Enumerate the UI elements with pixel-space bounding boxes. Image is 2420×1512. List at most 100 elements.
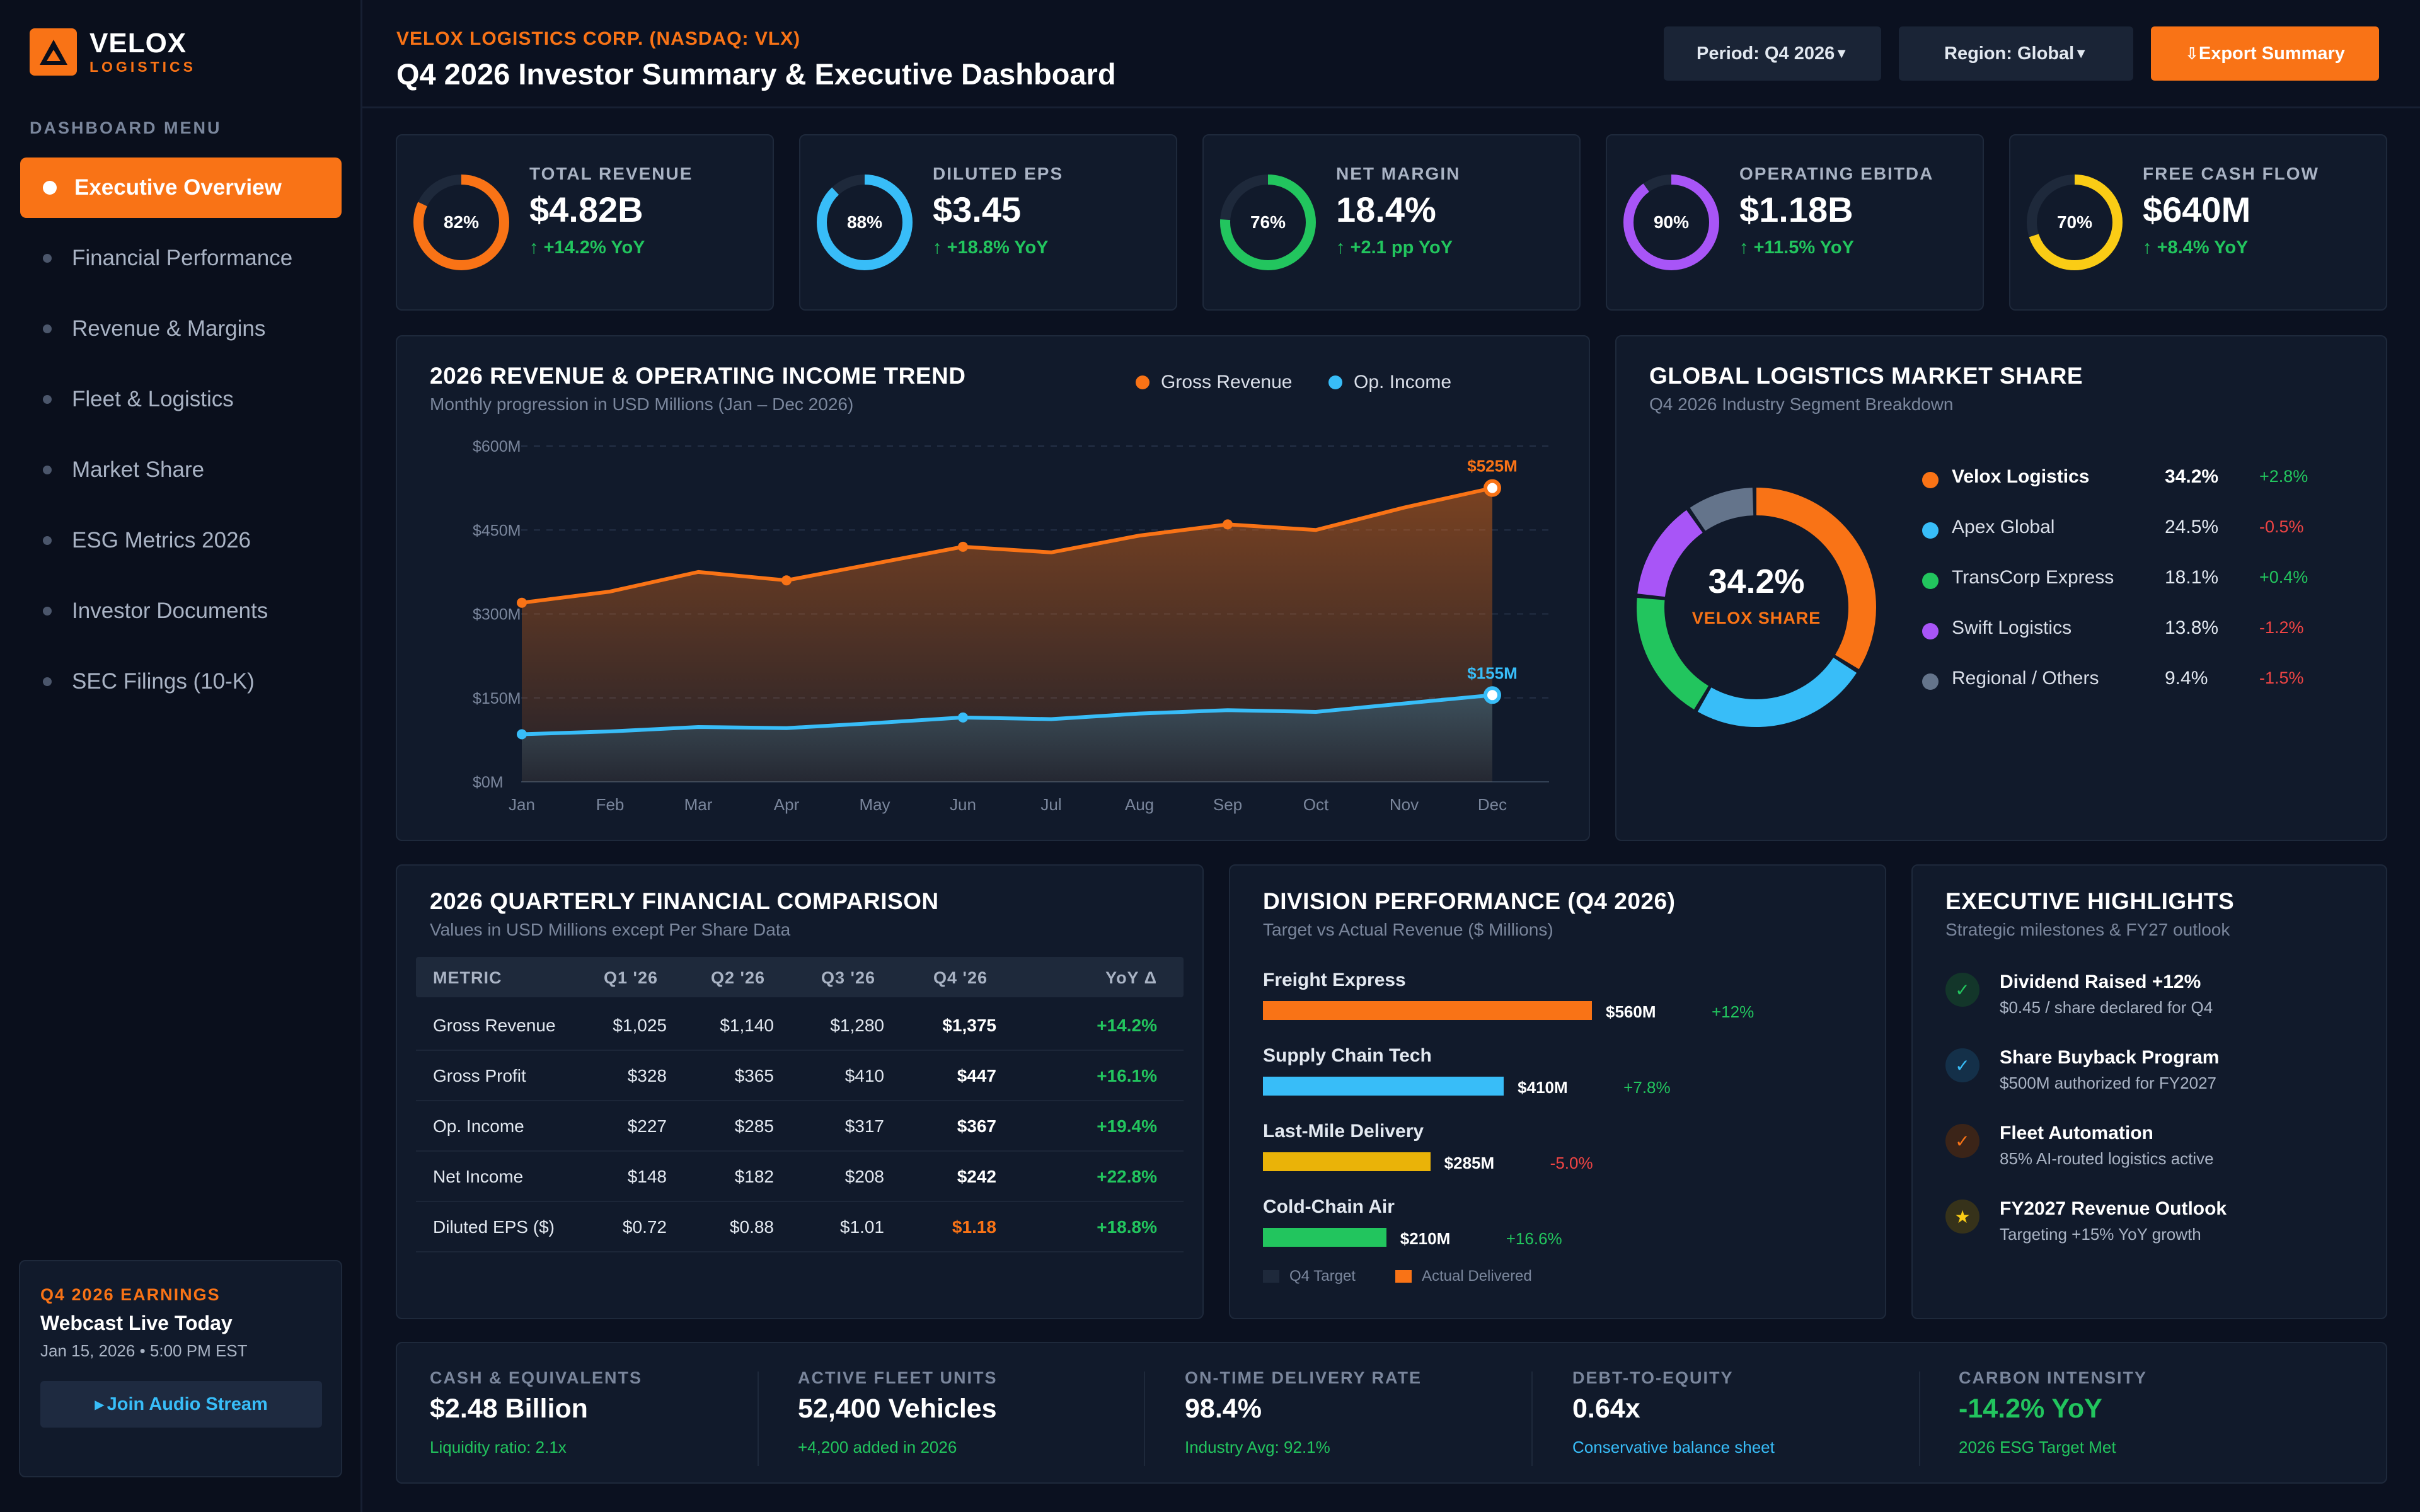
progress-ring bbox=[1220, 175, 1316, 270]
data-point[interactable] bbox=[517, 729, 527, 740]
region-select[interactable]: Region: Global ▼ bbox=[1899, 26, 2133, 81]
dot-icon bbox=[43, 181, 57, 195]
market-change: -0.5% bbox=[2259, 517, 2304, 536]
earnings-tag: Q4 2026 EARNINGS bbox=[40, 1285, 221, 1304]
column-header[interactable]: YoY Δ bbox=[1105, 968, 1157, 987]
value-cell: $317 bbox=[844, 1116, 884, 1136]
sidebar-item-esg-metrics[interactable]: ESG Metrics 2026 bbox=[20, 510, 342, 571]
legend-gross-revenue[interactable]: Gross Revenue bbox=[1136, 372, 1292, 393]
value-cell: $285 bbox=[734, 1116, 774, 1136]
column-header[interactable]: METRIC bbox=[433, 968, 502, 987]
sidebar-item-sec-filings[interactable]: SEC Filings (10-K) bbox=[20, 651, 342, 712]
brand[interactable]: VELOX LOGISTICS bbox=[30, 28, 196, 76]
market-share-value: 24.5% bbox=[2165, 517, 2219, 537]
division-bar[interactable] bbox=[1263, 1077, 1504, 1096]
legend-actual-delivered[interactable]: Actual Delivered bbox=[1395, 1268, 1532, 1285]
division-name: Last-Mile Delivery bbox=[1263, 1121, 1424, 1142]
legend-label: Actual Delivered bbox=[1422, 1268, 1532, 1285]
sidebar-item-revenue-margins[interactable]: Revenue & Margins bbox=[20, 299, 342, 359]
division-bar[interactable] bbox=[1263, 1152, 1431, 1171]
highlights-subtitle: Strategic milestones & FY27 outlook bbox=[1945, 920, 2230, 939]
table-row[interactable]: Diluted EPS ($) $0.72 $0.88 $1.01 $1.18 +18.8… bbox=[416, 1202, 1184, 1252]
table-row[interactable]: Op. Income $227 $285 $317 $367 +19.4% bbox=[416, 1101, 1184, 1152]
sidebar-item-executive-overview[interactable]: Executive Overview bbox=[20, 158, 342, 218]
division-change: +7.8% bbox=[1623, 1078, 1671, 1097]
value-cell: $182 bbox=[734, 1167, 774, 1186]
highlight-description: $0.45 / share declared for Q4 bbox=[2000, 998, 2213, 1017]
period-select[interactable]: Period: Q4 2026 ▼ bbox=[1664, 26, 1881, 81]
data-point[interactable] bbox=[517, 597, 527, 608]
progress-ring-arc bbox=[2027, 175, 2123, 270]
kpi-delta-text: +2.1 pp YoY bbox=[1350, 238, 1453, 258]
data-point[interactable] bbox=[781, 575, 792, 586]
donut-slice[interactable] bbox=[1637, 488, 1876, 727]
value-cell: $242 bbox=[957, 1167, 996, 1186]
series-area bbox=[522, 488, 1492, 782]
division-value: $285M bbox=[1444, 1154, 1495, 1172]
division-change: +12% bbox=[1712, 1002, 1754, 1021]
data-point[interactable] bbox=[958, 541, 968, 552]
ring-percent: 90% bbox=[1653, 212, 1690, 232]
data-point[interactable] bbox=[1223, 519, 1233, 530]
divider bbox=[1919, 1372, 1920, 1466]
kpi-card-free-cash-flow: 70% FREE CASH FLOW $640M ↑ +8.4% YoY bbox=[2009, 134, 2387, 311]
end-point[interactable] bbox=[1484, 686, 1501, 704]
sidebar-item-label: Financial Performance bbox=[72, 246, 293, 270]
column-header[interactable]: Q2 '26 bbox=[711, 968, 765, 987]
table-row[interactable]: Net Income $148 $182 $208 $242 +22.8% bbox=[416, 1152, 1184, 1202]
market-name: Velox Logistics bbox=[1952, 466, 2090, 487]
star-icon: ★ bbox=[1945, 1200, 1979, 1234]
division-bar[interactable] bbox=[1263, 1228, 1386, 1247]
stat-label: DEBT-TO-EQUITY bbox=[1572, 1368, 1734, 1387]
market-row-regional: Regional / Others 9.4% -1.5% bbox=[1922, 668, 2363, 693]
progress-ring-arc bbox=[1623, 175, 1719, 270]
dot-icon bbox=[43, 536, 52, 545]
metric-name-cell: Diluted EPS ($) bbox=[433, 1217, 555, 1237]
donut-center-label: VELOX SHARE bbox=[1691, 609, 1821, 627]
key-stats-strip: CASH & EQUIVALENTS $2.48 Billion Liquidi… bbox=[396, 1342, 2387, 1484]
period-select-label: Period: Q4 2026 bbox=[1697, 43, 1835, 64]
y-tick-label: $0M bbox=[473, 774, 504, 791]
kpi-label: TOTAL REVENUE bbox=[529, 164, 693, 183]
yoy-change-cell: +14.2% bbox=[1097, 1016, 1157, 1035]
column-header[interactable]: Q4 '26 bbox=[933, 968, 988, 987]
join-audio-stream-label: Join Audio Stream bbox=[107, 1394, 268, 1414]
legend-op-income[interactable]: Op. Income bbox=[1328, 372, 1451, 393]
x-tick-label: Jun bbox=[950, 795, 976, 814]
table-row[interactable]: Gross Revenue $1,025 $1,140 $1,280 $1,375 +14… bbox=[416, 1000, 1184, 1051]
value-cell: $0.72 bbox=[622, 1217, 667, 1237]
data-point[interactable] bbox=[958, 712, 968, 723]
column-header[interactable]: Q3 '26 bbox=[821, 968, 875, 987]
stat-label: CARBON INTENSITY bbox=[1959, 1368, 2148, 1387]
market-row-apex: Apex Global 24.5% -0.5% bbox=[1922, 517, 2363, 542]
market-row-velox: Velox Logistics 34.2% +2.8% bbox=[1922, 466, 2363, 491]
division-bar[interactable] bbox=[1263, 1001, 1592, 1020]
kpi-card-net-margin: 76% NET MARGIN 18.4% ↑ +2.1 pp YoY bbox=[1202, 134, 1581, 311]
table-row[interactable]: Gross Profit $328 $365 $410 $447 +16.1% bbox=[416, 1051, 1184, 1101]
donut-slice[interactable] bbox=[1637, 488, 1876, 727]
kpi-delta-text: +14.2% YoY bbox=[543, 238, 645, 258]
kpi-value: $3.45 bbox=[933, 190, 1022, 229]
dot-icon bbox=[43, 395, 52, 404]
end-value-label: $155M bbox=[1467, 663, 1518, 682]
sidebar-item-fleet-logistics[interactable]: Fleet & Logistics bbox=[20, 369, 342, 430]
stat-note: +4,200 added in 2026 bbox=[798, 1438, 957, 1457]
sidebar-item-financial-performance[interactable]: Financial Performance bbox=[20, 228, 342, 289]
sidebar-item-label: ESG Metrics 2026 bbox=[72, 528, 251, 553]
export-summary-button[interactable]: ⇩ Export Summary bbox=[2151, 26, 2379, 81]
end-point[interactable] bbox=[1484, 479, 1501, 497]
highlight-description: Targeting +15% YoY growth bbox=[2000, 1225, 2201, 1244]
market-change: -1.2% bbox=[2259, 618, 2304, 637]
column-header[interactable]: Q1 '26 bbox=[604, 968, 658, 987]
legend-q4-target[interactable]: Q4 Target bbox=[1263, 1268, 1356, 1285]
market-share-subtitle: Q4 2026 Industry Segment Breakdown bbox=[1649, 394, 1954, 414]
donut-slice[interactable] bbox=[1637, 488, 1876, 727]
sidebar-item-market-share[interactable]: Market Share bbox=[20, 440, 342, 500]
ring-percent: 76% bbox=[1250, 212, 1286, 232]
market-share-value: 9.4% bbox=[2165, 668, 2208, 689]
value-cell: $148 bbox=[627, 1167, 667, 1186]
legend-dot-icon bbox=[1136, 375, 1150, 389]
join-audio-stream-button[interactable]: ▶ Join Audio Stream bbox=[40, 1381, 322, 1428]
sidebar-item-investor-documents[interactable]: Investor Documents bbox=[20, 581, 342, 641]
value-cell: $410 bbox=[844, 1066, 884, 1085]
